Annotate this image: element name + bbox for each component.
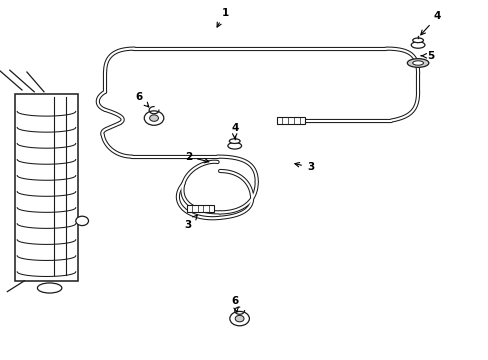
Text: 6: 6 <box>231 296 238 312</box>
Ellipse shape <box>412 61 423 65</box>
Text: 4: 4 <box>420 11 441 35</box>
Circle shape <box>149 115 158 121</box>
FancyBboxPatch shape <box>186 205 214 212</box>
Text: 6: 6 <box>136 92 148 107</box>
Circle shape <box>76 216 88 226</box>
Text: 3: 3 <box>294 162 313 172</box>
Circle shape <box>229 311 249 326</box>
Ellipse shape <box>410 42 424 48</box>
Ellipse shape <box>412 38 423 42</box>
FancyBboxPatch shape <box>277 117 304 124</box>
Text: 3: 3 <box>184 215 197 230</box>
Text: 4: 4 <box>230 123 238 139</box>
Text: 2: 2 <box>184 152 208 163</box>
Ellipse shape <box>37 283 61 293</box>
Ellipse shape <box>229 139 240 143</box>
Ellipse shape <box>407 59 428 67</box>
Circle shape <box>235 315 244 322</box>
Text: 1: 1 <box>217 8 228 27</box>
Circle shape <box>144 111 163 125</box>
Ellipse shape <box>227 143 241 149</box>
FancyBboxPatch shape <box>15 94 78 281</box>
Text: 5: 5 <box>420 51 433 61</box>
